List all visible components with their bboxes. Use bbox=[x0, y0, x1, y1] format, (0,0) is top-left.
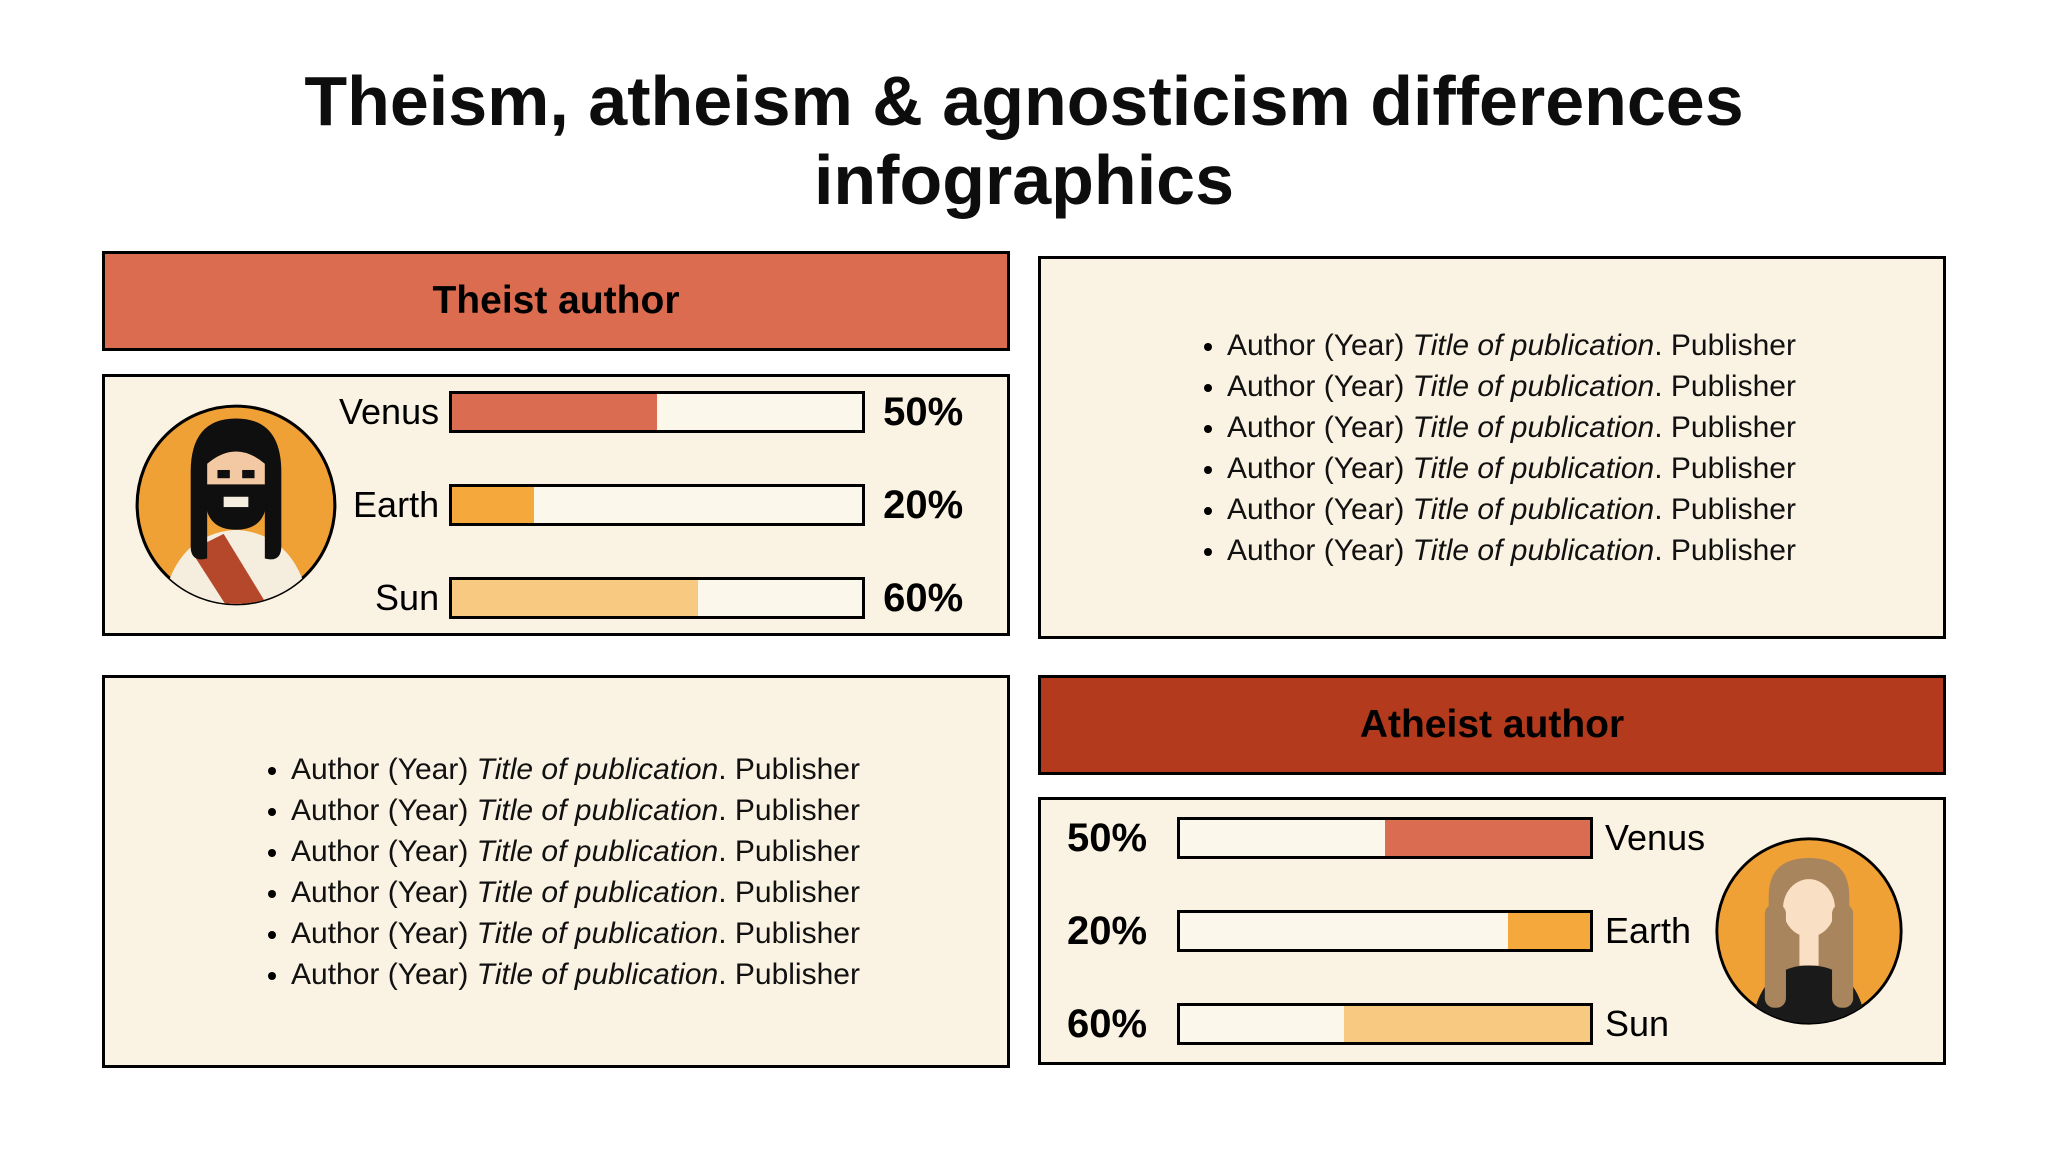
theist-bars: Venus 50% Earth 20% Sun 60% bbox=[339, 390, 1015, 621]
references-list: Author (Year) Title of publication. Publ… bbox=[1041, 325, 1943, 571]
reference-item: Author (Year) Title of publication. Publ… bbox=[1227, 530, 1919, 571]
atheist-header: Atheist author bbox=[1038, 675, 1946, 775]
bar-row: Sun 60% bbox=[339, 576, 991, 621]
reference-publisher: . Publisher bbox=[718, 752, 860, 786]
reference-item: Author (Year) Title of publication. Publ… bbox=[1227, 489, 1919, 530]
reference-title: Title of publication bbox=[1412, 328, 1655, 362]
reference-item: Author (Year) Title of publication. Publ… bbox=[291, 872, 983, 913]
theist-header: Theist author bbox=[102, 251, 1010, 351]
bar-fill bbox=[452, 580, 699, 616]
bar-fill bbox=[452, 394, 658, 430]
slide-title: Theism, atheism & agnosticism difference… bbox=[304, 62, 1744, 220]
atheist-bars: 50% Venus 20% Earth 60% Sun bbox=[1041, 816, 1713, 1047]
reference-publisher: . Publisher bbox=[718, 793, 860, 827]
bar-row: Venus 50% bbox=[339, 390, 991, 435]
bar-row: Earth 20% bbox=[339, 483, 991, 528]
reference-publisher: . Publisher bbox=[1654, 328, 1796, 362]
reference-author: Author (Year) bbox=[1227, 451, 1413, 485]
bar-row: 60% Sun bbox=[1067, 1002, 1713, 1047]
atheist-avatar-icon bbox=[1715, 837, 1903, 1025]
bar-fill bbox=[1344, 1006, 1590, 1042]
reference-item: Author (Year) Title of publication. Publ… bbox=[1227, 325, 1919, 366]
bar-track bbox=[1177, 817, 1593, 859]
reference-publisher: . Publisher bbox=[718, 957, 860, 991]
reference-publisher: . Publisher bbox=[1654, 492, 1796, 526]
reference-author: Author (Year) bbox=[1227, 328, 1413, 362]
bar-track bbox=[449, 391, 866, 433]
bar-label: Venus bbox=[339, 391, 440, 432]
atheist-avatar bbox=[1713, 835, 1905, 1027]
reference-item: Author (Year) Title of publication. Publ… bbox=[291, 913, 983, 954]
reference-author: Author (Year) bbox=[1227, 533, 1413, 567]
bar-track bbox=[449, 484, 866, 526]
theist-header-label: Theist author bbox=[432, 279, 680, 322]
bar-label: Sun bbox=[375, 577, 440, 618]
reference-author: Author (Year) bbox=[291, 875, 477, 909]
bar-label: Sun bbox=[1605, 1003, 1670, 1044]
theist-chart-panel: Venus 50% Earth 20% Sun 60% bbox=[102, 374, 1010, 636]
atheist-header-label: Atheist author bbox=[1359, 703, 1625, 746]
bar-track bbox=[1177, 1003, 1593, 1045]
reference-title: Title of publication bbox=[476, 752, 719, 786]
reference-title: Title of publication bbox=[476, 834, 719, 868]
references-panel-top: Author (Year) Title of publication. Publ… bbox=[1038, 256, 1946, 639]
reference-title: Title of publication bbox=[476, 957, 719, 991]
reference-item: Author (Year) Title of publication. Publ… bbox=[291, 790, 983, 831]
bar-fill bbox=[1385, 820, 1590, 856]
reference-publisher: . Publisher bbox=[718, 834, 860, 868]
bar-percent: 20% bbox=[883, 482, 964, 527]
bar-row: 20% Earth bbox=[1067, 909, 1713, 954]
bar-percent: 60% bbox=[1067, 1001, 1148, 1046]
reference-title: Title of publication bbox=[1412, 492, 1655, 526]
reference-author: Author (Year) bbox=[1227, 492, 1413, 526]
reference-item: Author (Year) Title of publication. Publ… bbox=[291, 749, 983, 790]
reference-publisher: . Publisher bbox=[1654, 369, 1796, 403]
reference-title: Title of publication bbox=[1412, 533, 1655, 567]
atheist-chart-panel: 50% Venus 20% Earth 60% Sun bbox=[1038, 797, 1946, 1065]
reference-title: Title of publication bbox=[1412, 451, 1655, 485]
reference-author: Author (Year) bbox=[291, 916, 477, 950]
reference-author: Author (Year) bbox=[291, 957, 477, 991]
reference-publisher: . Publisher bbox=[1654, 451, 1796, 485]
reference-title: Title of publication bbox=[1412, 410, 1655, 444]
bar-label: Earth bbox=[353, 484, 440, 525]
reference-item: Author (Year) Title of publication. Publ… bbox=[291, 954, 983, 995]
reference-author: Author (Year) bbox=[291, 793, 477, 827]
reference-title: Title of publication bbox=[476, 875, 719, 909]
reference-item: Author (Year) Title of publication. Publ… bbox=[1227, 448, 1919, 489]
bar-percent: 50% bbox=[883, 389, 964, 434]
theist-avatar bbox=[133, 402, 339, 608]
bar-fill bbox=[1508, 913, 1590, 949]
reference-title: Title of publication bbox=[476, 916, 719, 950]
reference-item: Author (Year) Title of publication. Publ… bbox=[1227, 366, 1919, 407]
bar-percent: 20% bbox=[1067, 908, 1148, 953]
reference-publisher: . Publisher bbox=[718, 916, 860, 950]
reference-publisher: . Publisher bbox=[718, 875, 860, 909]
bar-percent: 50% bbox=[1067, 815, 1148, 860]
reference-title: Title of publication bbox=[1412, 369, 1655, 403]
references-panel-bottom: Author (Year) Title of publication. Publ… bbox=[102, 675, 1010, 1068]
theist-avatar-icon bbox=[135, 404, 337, 606]
bar-track bbox=[1177, 910, 1593, 952]
reference-item: Author (Year) Title of publication. Publ… bbox=[291, 831, 983, 872]
reference-publisher: . Publisher bbox=[1654, 533, 1796, 567]
bar-fill bbox=[452, 487, 535, 523]
reference-author: Author (Year) bbox=[1227, 410, 1413, 444]
bar-label: Venus bbox=[1605, 817, 1706, 858]
bar-row: 50% Venus bbox=[1067, 816, 1713, 861]
reference-author: Author (Year) bbox=[291, 752, 477, 786]
references-list: Author (Year) Title of publication. Publ… bbox=[105, 749, 1007, 995]
reference-author: Author (Year) bbox=[291, 834, 477, 868]
reference-item: Author (Year) Title of publication. Publ… bbox=[1227, 407, 1919, 448]
bar-label: Earth bbox=[1605, 910, 1692, 951]
bar-percent: 60% bbox=[883, 575, 964, 620]
reference-publisher: . Publisher bbox=[1654, 410, 1796, 444]
bar-track bbox=[449, 577, 866, 619]
reference-title: Title of publication bbox=[476, 793, 719, 827]
reference-author: Author (Year) bbox=[1227, 369, 1413, 403]
